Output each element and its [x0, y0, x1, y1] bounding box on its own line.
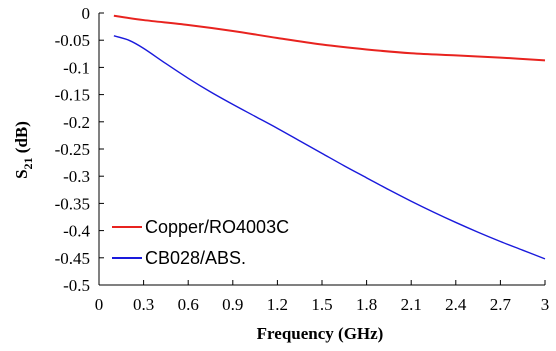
x-tick-label: 0.6	[178, 295, 199, 314]
y-tick-label: -0.35	[55, 194, 90, 213]
y-tick-label: -0.1	[63, 58, 90, 77]
series-line-0	[113, 14, 546, 62]
x-tick-label: 1.5	[311, 295, 332, 314]
y-tick-label: -0.2	[63, 113, 90, 132]
x-tick-label: 2.7	[490, 295, 512, 314]
x-tick-label: 3	[541, 295, 550, 314]
x-tick-label: 0.3	[133, 295, 154, 314]
y-ticks: 0 -0.05 -0.1 -0.15 -0.2 -0.25 -0.3 -0.35 -0.4 -0.…	[55, 4, 104, 295]
y-tick-label: -0.3	[63, 167, 90, 186]
x-ticks: 0 0.3 0.6 0.9 1.2 1.5 1.8 2.1 2.4 2.7 3	[95, 280, 550, 314]
y-tick-label: -0.5	[63, 276, 90, 295]
y-tick-label: -0.45	[55, 249, 90, 268]
y-tick-label: -0.25	[55, 140, 90, 159]
legend-label-copper: Copper/RO4003C	[145, 217, 289, 237]
y-axis-title-main: S	[12, 169, 31, 178]
legend: Copper/RO4003C CB028/ABS.	[112, 217, 289, 268]
y-axis-title: S21 (dB)	[12, 121, 35, 179]
x-tick-label: 1.8	[356, 295, 377, 314]
x-axis-title: Frequency (GHz)	[257, 324, 384, 343]
legend-label-cb028: CB028/ABS.	[145, 248, 246, 268]
y-axis-title-sub: 21	[21, 157, 35, 169]
x-tick-label: 1.2	[267, 295, 288, 314]
x-tick-label: 2.4	[445, 295, 467, 314]
y-tick-label: 0	[82, 4, 91, 23]
x-tick-label: 0.9	[222, 295, 243, 314]
series-layer	[113, 14, 546, 260]
y-axis-title-unit: (dB)	[12, 121, 31, 157]
plot-frame	[98, 13, 545, 286]
y-tick-label: -0.15	[55, 86, 90, 105]
y-tick-label: -0.4	[63, 222, 90, 241]
series-line-1	[113, 35, 546, 260]
x-tick-label: 2.1	[401, 295, 422, 314]
y-tick-label: -0.05	[55, 31, 90, 50]
x-tick-label: 0	[95, 295, 104, 314]
